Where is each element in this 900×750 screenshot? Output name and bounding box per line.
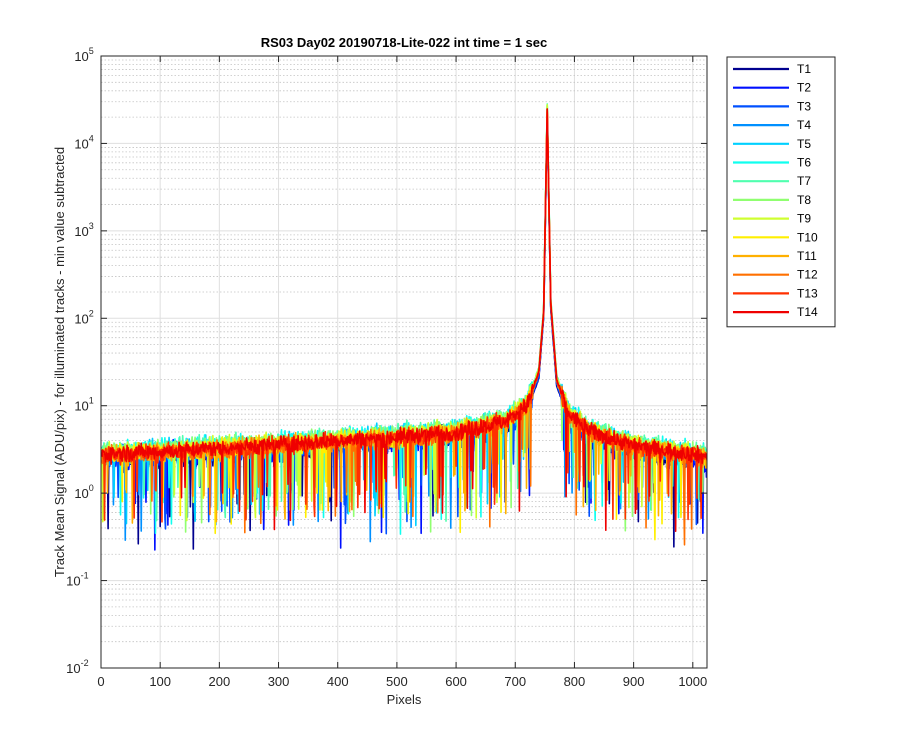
y-tick-label: 105 (74, 46, 93, 64)
y-tick-label: 100 (74, 483, 93, 501)
legend-label-t8: T8 (797, 193, 811, 207)
series-line-t14 (101, 108, 707, 532)
x-axis-label: Pixels (387, 692, 422, 707)
plot-area (101, 56, 707, 668)
legend-label-t3: T3 (797, 99, 811, 113)
ticks: 0 100 200 300 400 500 600 700 800 900 1000 10-2 10-1… (66, 46, 707, 689)
legend-label-t6: T6 (797, 156, 811, 170)
legend-label-t9: T9 (797, 212, 811, 226)
series-layer (101, 103, 707, 551)
y-tick-label: 10-1 (66, 571, 88, 589)
x-tick-label: 1000 (678, 674, 707, 689)
legend-label-t2: T2 (797, 81, 811, 95)
x-tick-label: 100 (149, 674, 171, 689)
legend-label-t1: T1 (797, 62, 811, 76)
legend-label-t11: T11 (797, 249, 817, 263)
x-tick-label: 400 (327, 674, 349, 689)
legend-label-t4: T4 (797, 118, 811, 132)
legend-box (726, 56, 836, 328)
y-tick-label: 104 (74, 133, 93, 151)
x-tick-label: 300 (268, 674, 290, 689)
legend-label-t14: T14 (797, 305, 818, 319)
plot-frame (100, 55, 708, 669)
legend-label-t5: T5 (797, 137, 811, 151)
x-tick-label: 200 (209, 674, 231, 689)
x-tick-label: 900 (623, 674, 645, 689)
y-tick-label: 102 (74, 308, 93, 326)
chart-title: RS03 Day02 20190718-Lite-022 int time = … (261, 35, 548, 50)
x-tick-label: 800 (564, 674, 586, 689)
y-tick-label: 101 (74, 396, 93, 414)
x-tick-label: 600 (445, 674, 467, 689)
y-tick-label: 10-2 (66, 658, 88, 676)
y-axis-label: Track Mean Signal (ADU/pix) - for illumi… (52, 147, 67, 577)
x-tick-label: 700 (504, 674, 526, 689)
legend-label-t12: T12 (797, 268, 818, 282)
x-tick-label: 0 (97, 674, 104, 689)
legend: T1 T2 T3 T4 T5 T6 T7 T8 T9 T10 T11 T12 T13 T14 (726, 56, 836, 328)
y-tick-label: 103 (74, 221, 93, 239)
legend-label-t7: T7 (797, 174, 811, 188)
x-tick-label: 500 (386, 674, 408, 689)
legend-label-t10: T10 (797, 230, 818, 244)
legend-label-t13: T13 (797, 286, 818, 300)
